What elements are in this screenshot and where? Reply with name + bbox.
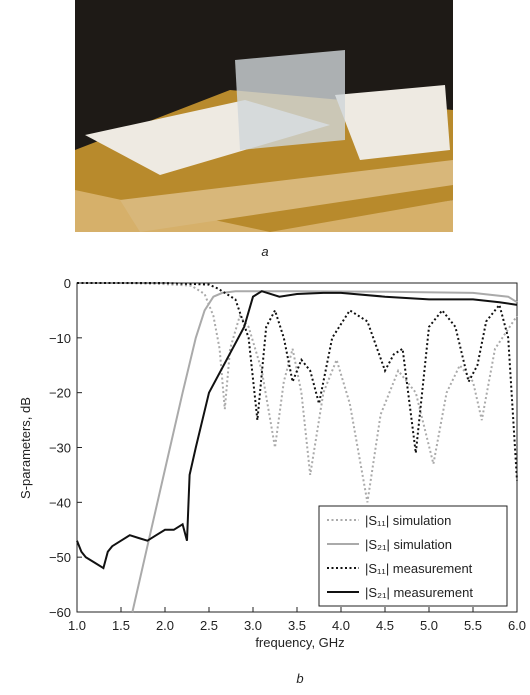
legend-box (318, 505, 508, 607)
y-tick-label: −60 (49, 605, 71, 620)
legend-label: |S₂₁| simulation (365, 537, 452, 552)
y-tick-label: −40 (49, 495, 71, 510)
legend-label: |S₂₁| measurement (365, 585, 473, 600)
y-tick-label: −20 (49, 386, 71, 401)
x-tick-label: 2.5 (200, 618, 218, 633)
x-tick-label: 5.0 (420, 618, 438, 633)
y-tick-label: −10 (49, 331, 71, 346)
panel-label: b (296, 671, 303, 686)
x-axis-label: frequency, GHz (255, 635, 344, 650)
x-tick-label: 4.0 (332, 618, 350, 633)
photo (75, 0, 453, 232)
y-tick-label: 0 (64, 276, 71, 291)
series-line (77, 282, 518, 481)
x-tick-label: 1.0 (68, 618, 86, 633)
y-tick-label: −50 (49, 550, 71, 565)
series-line (77, 282, 518, 503)
x-tick-label: 4.5 (376, 618, 394, 633)
x-tick-label: 5.5 (464, 618, 482, 633)
legend-label: |S₁₁| simulation (365, 513, 451, 528)
legend-label: |S₁₁| measurement (365, 561, 473, 576)
x-tick-label: 3.5 (288, 618, 306, 633)
y-axis-label: S-parameters, dB (18, 397, 33, 499)
series-line (131, 290, 518, 613)
x-tick-label: 6.0 (508, 618, 526, 633)
x-tick-label: 3.0 (244, 618, 262, 633)
series-line (76, 290, 518, 570)
y-tick-label: −30 (49, 441, 71, 456)
x-tick-label: 2.0 (156, 618, 174, 633)
photo-label: a (261, 244, 268, 259)
x-tick-label: 1.5 (112, 618, 130, 633)
